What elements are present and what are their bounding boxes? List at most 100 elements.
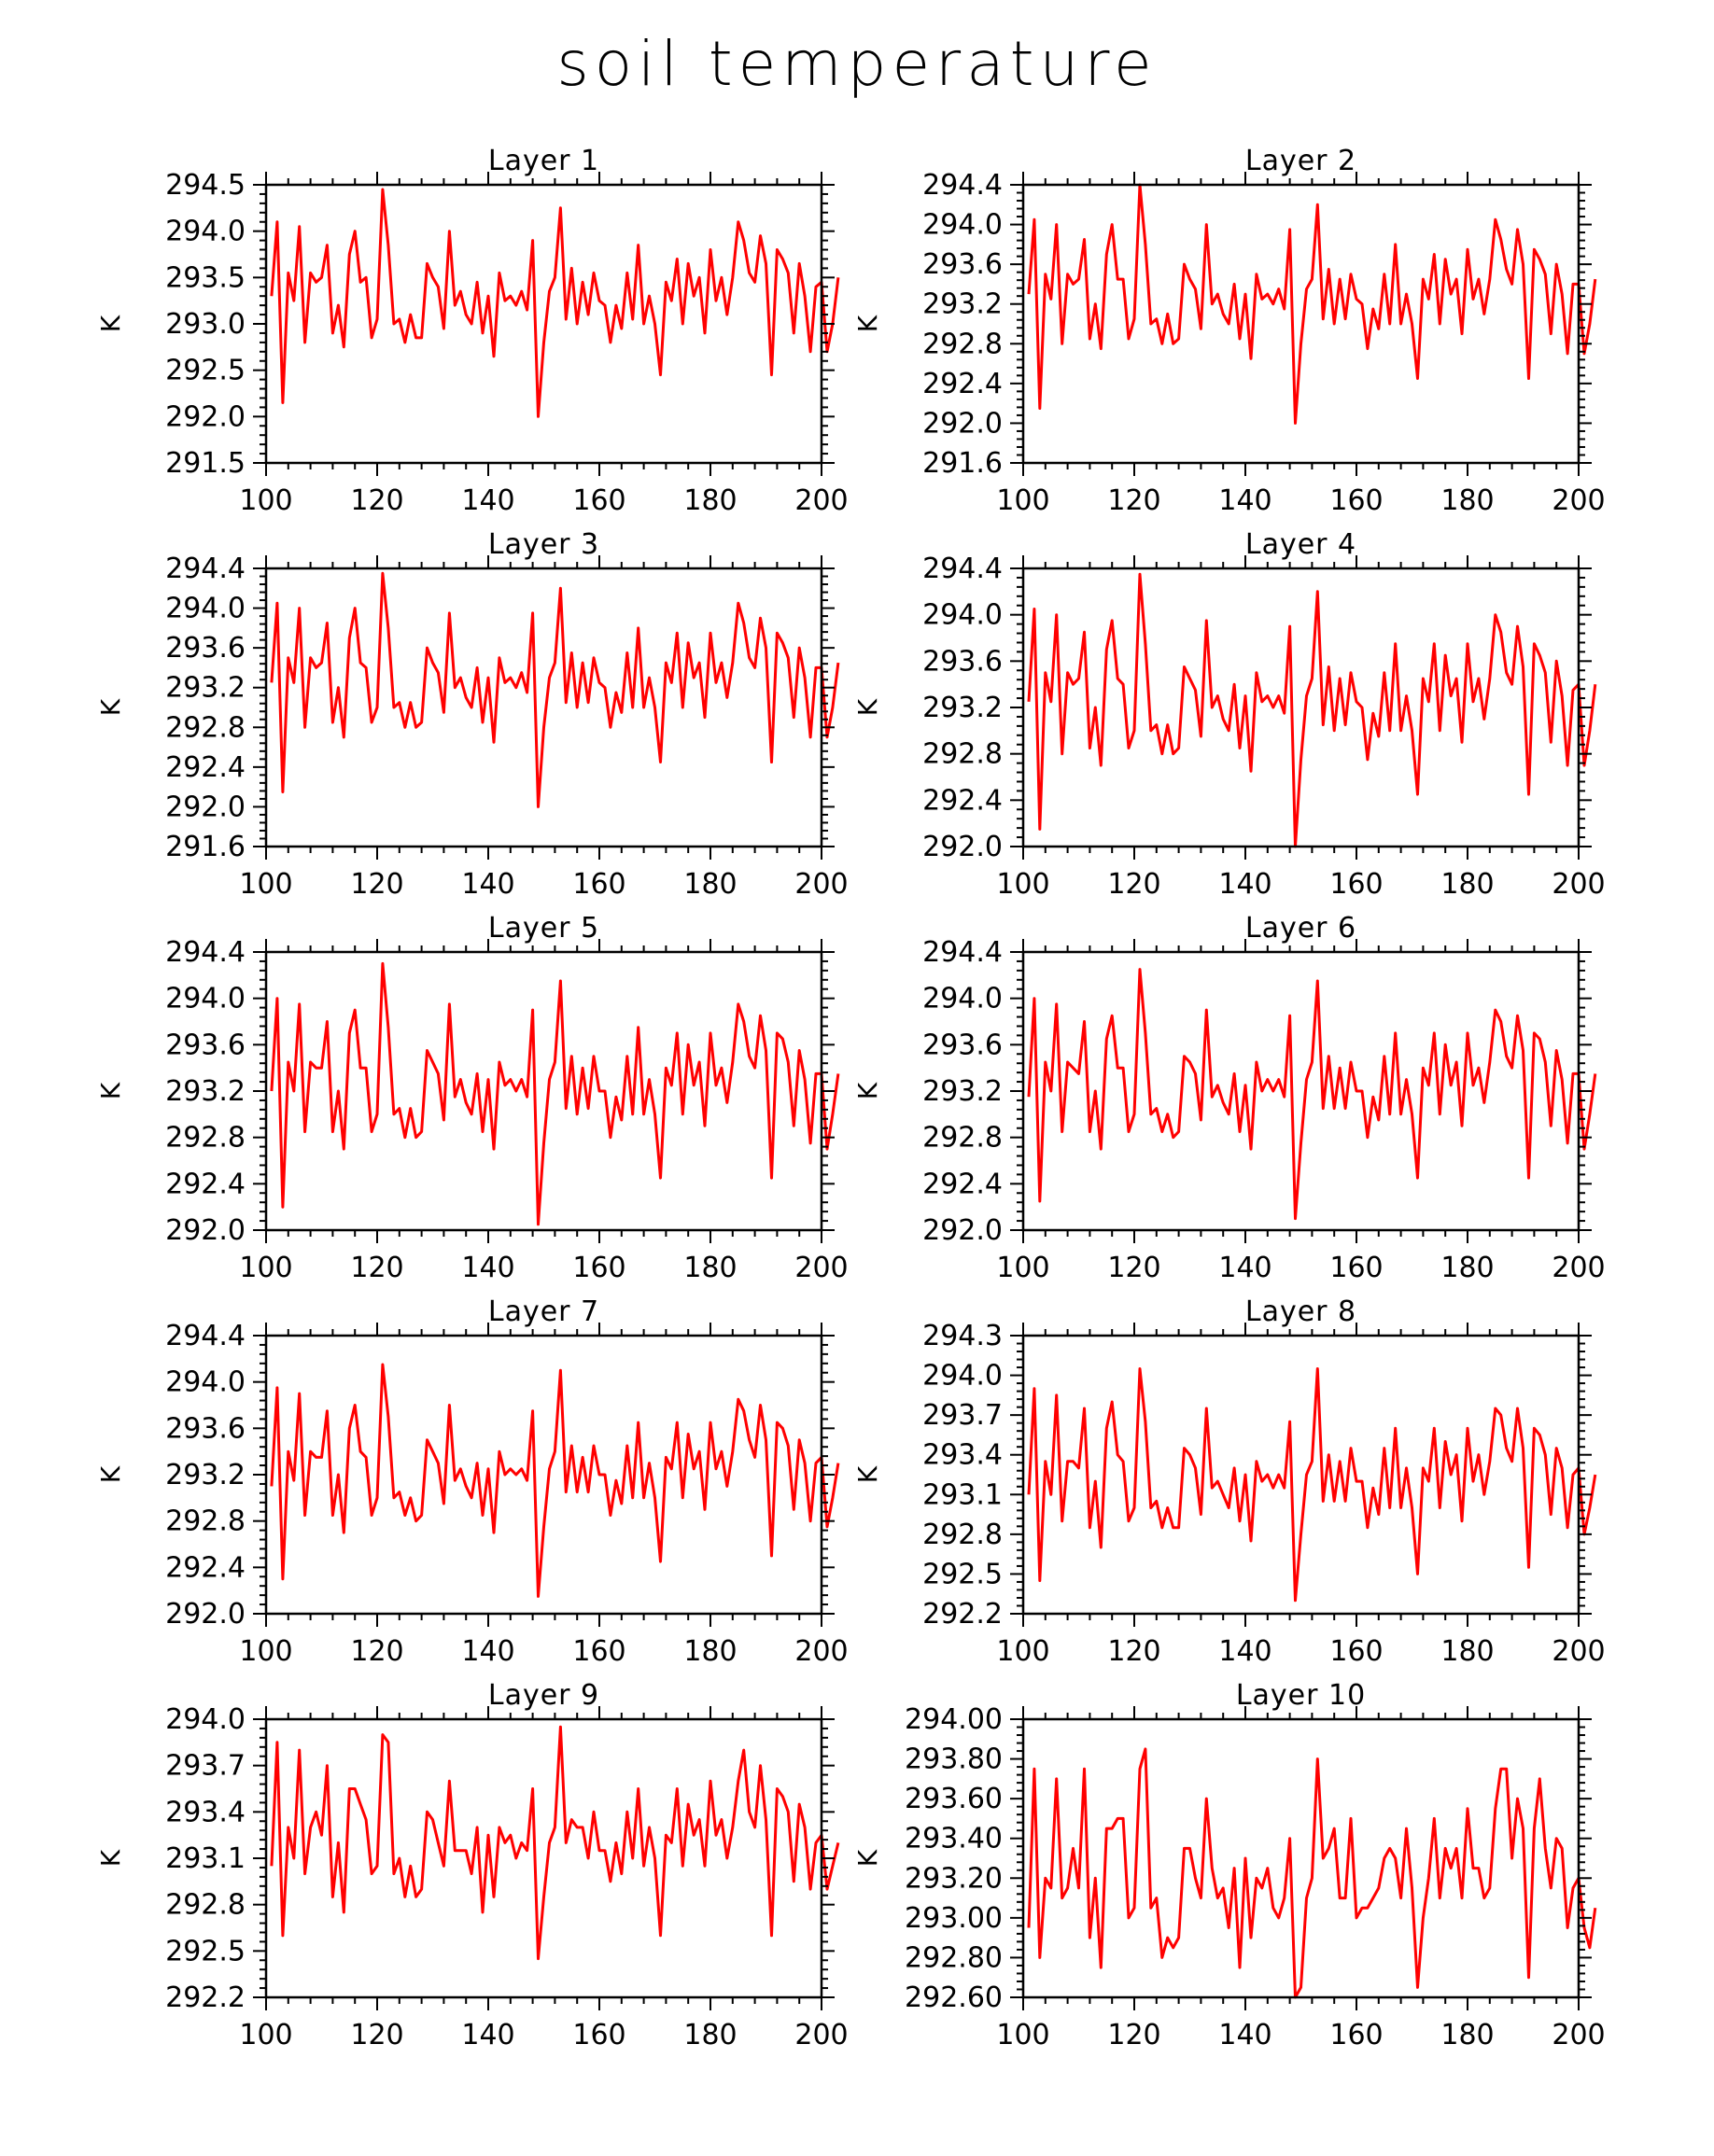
y-tick-label: 294.0 xyxy=(922,209,1003,242)
y-axis-label-layer-8: K xyxy=(852,1465,883,1483)
x-tick-label: 180 xyxy=(683,2019,737,2051)
series-line-layer-1 xyxy=(270,188,840,418)
y-tick-label: 293.6 xyxy=(922,248,1003,281)
x-tick-label: 160 xyxy=(1329,484,1383,517)
panel-title-layer-6: Layer 6 xyxy=(1245,912,1356,945)
series-line-layer-5 xyxy=(270,961,840,1226)
x-tick-label: 200 xyxy=(794,868,848,901)
x-tick-label: 180 xyxy=(683,868,737,901)
y-tick-label: 293.6 xyxy=(922,645,1003,678)
x-tick-label: 160 xyxy=(1329,1635,1383,1668)
panel-title-layer-9: Layer 9 xyxy=(488,1679,599,1712)
y-tick-label: 293.2 xyxy=(165,672,246,705)
x-tick-label: 100 xyxy=(996,868,1049,901)
series-line-layer-6 xyxy=(1027,968,1597,1221)
y-tick-label: 293.7 xyxy=(922,1399,1003,1432)
x-tick-label: 140 xyxy=(1218,2019,1271,2051)
x-tick-label: 180 xyxy=(683,484,737,517)
y-tick-label: 292.0 xyxy=(165,400,246,433)
panel-title-layer-5: Layer 5 xyxy=(488,912,599,945)
x-tick-label: 160 xyxy=(1329,1252,1383,1284)
x-tick-label: 100 xyxy=(996,1635,1049,1668)
y-tick-label: 292.8 xyxy=(922,328,1003,360)
panel-title-layer-10: Layer 10 xyxy=(1236,1679,1366,1712)
x-tick-label: 140 xyxy=(461,1635,514,1668)
plot-frame-layer-8 xyxy=(1021,1334,1581,1616)
plot-frame-layer-6 xyxy=(1021,950,1581,1232)
y-tick-label: 293.2 xyxy=(165,1075,246,1108)
x-tick-label: 160 xyxy=(572,2019,625,2051)
y-tick-label: 293.5 xyxy=(165,261,246,294)
y-tick-label: 292.0 xyxy=(165,1214,246,1247)
y-tick-label: 292.4 xyxy=(165,1168,246,1200)
x-tick-label: 160 xyxy=(572,1252,625,1284)
y-tick-label: 294.4 xyxy=(165,936,246,969)
panel-title-layer-8: Layer 8 xyxy=(1245,1295,1356,1328)
y-tick-label: 292.4 xyxy=(165,1551,246,1584)
x-tick-label: 200 xyxy=(1552,1252,1605,1284)
x-tick-label: 140 xyxy=(461,484,514,517)
y-tick-label: 292.8 xyxy=(165,1505,246,1538)
y-axis-label-layer-3: K xyxy=(95,698,126,716)
y-tick-label: 292.4 xyxy=(165,751,246,784)
y-tick-label: 293.6 xyxy=(922,1029,1003,1061)
y-tick-label: 293.00 xyxy=(905,1902,1003,1935)
y-tick-label: 294.0 xyxy=(922,983,1003,1015)
y-tick-label: 294.3 xyxy=(922,1320,1003,1352)
y-axis-label-layer-10: K xyxy=(852,1849,883,1867)
x-tick-label: 160 xyxy=(1329,2019,1383,2051)
panel-title-layer-1: Layer 1 xyxy=(488,145,599,177)
y-tick-label: 292.4 xyxy=(922,368,1003,400)
y-tick-label: 294.5 xyxy=(165,169,246,202)
figure-title: soil temperature xyxy=(556,28,1158,100)
x-tick-label: 180 xyxy=(683,1252,737,1284)
series-line-layer-7 xyxy=(270,1363,840,1598)
y-tick-label: 293.0 xyxy=(165,308,246,341)
y-tick-label: 294.0 xyxy=(165,593,246,625)
y-tick-label: 292.8 xyxy=(165,1889,246,1922)
y-tick-label: 293.4 xyxy=(922,1439,1003,1472)
x-tick-label: 180 xyxy=(1440,868,1494,901)
x-tick-label: 100 xyxy=(239,1252,292,1284)
y-tick-label: 294.4 xyxy=(165,553,246,585)
y-tick-label: 293.1 xyxy=(165,1842,246,1875)
y-tick-label: 294.0 xyxy=(165,983,246,1015)
x-tick-label: 100 xyxy=(239,1635,292,1668)
plot-frame-layer-9 xyxy=(264,1717,823,1999)
y-tick-label: 293.1 xyxy=(922,1478,1003,1511)
plot-frame-layer-2 xyxy=(1021,183,1581,465)
x-tick-label: 160 xyxy=(572,868,625,901)
y-tick-label: 292.0 xyxy=(922,1214,1003,1247)
series-line-layer-8 xyxy=(1027,1367,1597,1603)
x-tick-label: 100 xyxy=(996,484,1049,517)
y-tick-label: 292.5 xyxy=(922,1558,1003,1590)
y-tick-label: 291.6 xyxy=(922,447,1003,480)
x-tick-label: 200 xyxy=(1552,1635,1605,1668)
x-tick-label: 120 xyxy=(1107,2019,1160,2051)
x-tick-label: 120 xyxy=(350,1252,403,1284)
series-line-layer-4 xyxy=(1027,572,1597,848)
y-tick-label: 294.0 xyxy=(165,1703,246,1736)
x-tick-label: 100 xyxy=(239,484,292,517)
x-tick-label: 120 xyxy=(1107,868,1160,901)
x-tick-label: 160 xyxy=(572,1635,625,1668)
y-tick-label: 293.2 xyxy=(165,1459,246,1491)
x-tick-label: 140 xyxy=(1218,484,1271,517)
panel-title-layer-2: Layer 2 xyxy=(1245,145,1356,177)
x-tick-label: 140 xyxy=(1218,868,1271,901)
x-tick-label: 100 xyxy=(996,1252,1049,1284)
y-tick-label: 292.0 xyxy=(922,831,1003,863)
x-tick-label: 180 xyxy=(1440,484,1494,517)
y-tick-label: 292.5 xyxy=(165,1935,246,1967)
y-axis-label-layer-6: K xyxy=(852,1082,883,1099)
plot-frame-layer-10 xyxy=(1021,1717,1581,1999)
x-tick-label: 200 xyxy=(794,484,848,517)
y-tick-label: 294.0 xyxy=(165,1366,246,1399)
series-line-layer-2 xyxy=(1027,183,1597,425)
x-tick-label: 160 xyxy=(1329,868,1383,901)
x-tick-label: 200 xyxy=(794,2019,848,2051)
x-tick-label: 100 xyxy=(239,2019,292,2051)
x-tick-label: 120 xyxy=(350,1635,403,1668)
y-tick-label: 291.5 xyxy=(165,447,246,480)
